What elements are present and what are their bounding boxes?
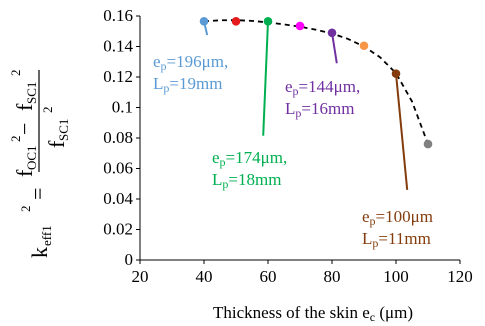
annotation-line-1-rest: =196μm, xyxy=(167,52,229,71)
annotation-line-2-l: L xyxy=(153,74,163,93)
annotation-line-2-l: L xyxy=(285,99,295,118)
annotation-line-2-rest: =18mm xyxy=(228,170,281,189)
annotation-line-2: Lp=19mm xyxy=(153,74,222,95)
y-label-minus: − xyxy=(12,123,37,135)
annotation-line-2-sub: p xyxy=(372,236,378,250)
x-tick-label: 40 xyxy=(196,267,213,286)
y-tick-label: 0.02 xyxy=(103,220,133,239)
y-label-num-f2: f xyxy=(12,103,37,111)
data-point xyxy=(423,139,433,149)
annotation-line-1: ep=196μm, xyxy=(153,52,228,73)
annotation-line-2: Lp=11mm xyxy=(362,229,431,250)
y-tick-label: 0 xyxy=(125,250,134,269)
y-label-k: k xyxy=(27,247,52,258)
data-point xyxy=(391,69,401,78)
annotation-line-2-sub: p xyxy=(163,81,169,95)
annotation-line-1-sub: p xyxy=(161,59,167,73)
y-tick-label: 0.1 xyxy=(112,98,133,117)
y-label-equals: = xyxy=(25,188,50,200)
x-axis-title: Thickness of the skin ec (μm) xyxy=(213,303,413,324)
fit-curve xyxy=(203,19,429,145)
annotation-line-2-sub: p xyxy=(222,177,228,191)
annotation-leader-line xyxy=(331,32,338,64)
data-point xyxy=(327,28,337,38)
annotation-leader-line xyxy=(395,73,409,190)
points-group xyxy=(199,17,433,149)
x-axis-title-unit: (μm) xyxy=(375,303,413,322)
y-label-k-sub: eff1 xyxy=(39,225,54,246)
y-label-num-f2-sub: SC1 xyxy=(24,82,39,104)
y-label-num-f1-sup: 2 xyxy=(8,136,23,143)
annotation-line-1-sub: p xyxy=(370,214,376,228)
y-tick-label: 0.08 xyxy=(103,128,133,147)
y-tick-label: 0.12 xyxy=(103,67,133,86)
annotation-leader-line xyxy=(262,21,269,136)
y-tick-label: 0.04 xyxy=(103,189,133,208)
y-tick-label: 0.06 xyxy=(103,159,133,178)
annotation-line-2-sub: p xyxy=(295,106,301,120)
x-tick-label: 120 xyxy=(447,267,473,286)
annotation-line-1-e: e xyxy=(153,52,161,71)
annotation-line-2-rest: =11mm xyxy=(378,229,430,248)
annotation-line-1-rest: =100μm xyxy=(376,207,433,226)
y-label-num-f1-sub: OC1 xyxy=(24,145,39,170)
y-label-den-f-sup: 2 xyxy=(40,107,55,114)
data-point xyxy=(263,17,273,26)
annotation-line-2-rest: =16mm xyxy=(301,99,354,118)
y-axis-label: k eff1 2 = f OC1 2 − f SC1 2 f SC1 2 xyxy=(8,70,71,259)
annotation-line-1-sub: p xyxy=(293,84,299,98)
annotation-line-1: ep=100μm xyxy=(362,207,433,228)
annotation-label: ep=174μm,Lp=18mm xyxy=(212,148,287,191)
y-label-num-f1: f xyxy=(12,169,37,177)
x-tick-label: 100 xyxy=(383,267,409,286)
annotation-line-1-rest: =174μm, xyxy=(226,148,288,167)
fit-curve-group xyxy=(203,19,429,145)
data-point xyxy=(231,17,241,26)
y-label-num-f2-sup: 2 xyxy=(8,70,23,77)
x-tick-label: 60 xyxy=(260,267,277,286)
x-tick-label: 20 xyxy=(132,267,149,286)
x-tick-label: 80 xyxy=(324,267,341,286)
annotation-line-1-rest: =144μm, xyxy=(299,77,361,96)
annotation-label: ep=196μm,Lp=19mm xyxy=(153,52,228,95)
data-point xyxy=(359,41,369,51)
y-label-den-f-sub: SC1 xyxy=(56,119,71,141)
annotation-line-2-l: L xyxy=(212,170,222,189)
y-tick-label: 0.16 xyxy=(103,6,133,25)
y-tick-label: 0.14 xyxy=(103,37,133,56)
y-label-k-sup: 2 xyxy=(18,206,33,213)
data-point xyxy=(199,17,209,26)
annotation-line-2: Lp=18mm xyxy=(212,170,281,191)
annotation-line-2-l: L xyxy=(362,229,372,248)
annotation-line-1: ep=144μm, xyxy=(285,77,360,98)
annotation-line-2-rest: =19mm xyxy=(169,74,222,93)
annotation-line-1-e: e xyxy=(212,148,220,167)
annotation-line-1-e: e xyxy=(285,77,293,96)
annotation-line-1: ep=174μm, xyxy=(212,148,287,169)
annotations-group: ep=196μm,Lp=19mmep=174μm,Lp=18mmep=144μm… xyxy=(153,21,433,250)
x-axis-title-sub: c xyxy=(370,310,375,324)
annotation-line-1-e: e xyxy=(362,207,370,226)
annotation-line-1-sub: p xyxy=(220,155,226,169)
annotation-label: ep=144μm,Lp=16mm xyxy=(285,77,360,120)
y-label-den-f: f xyxy=(44,140,69,148)
x-axis-title-main: Thickness of the skin e xyxy=(213,303,370,322)
annotation-line-2: Lp=16mm xyxy=(285,99,354,120)
axes: 20 40 60 80 100 120 0 0.02 0.04 0.06 0.08 0.1 0.12 0.… xyxy=(103,6,473,286)
data-point xyxy=(295,21,305,31)
